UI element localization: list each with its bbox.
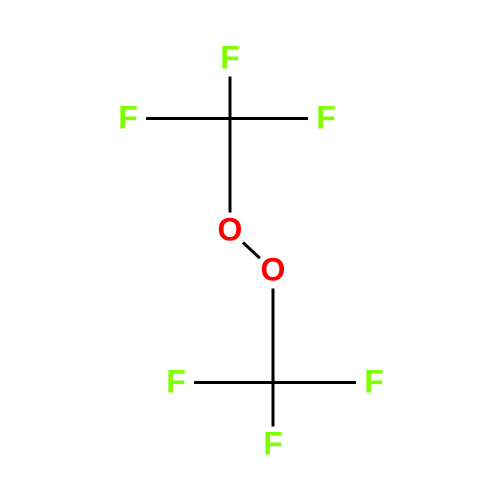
bond <box>272 288 275 382</box>
bond <box>229 76 232 118</box>
atom-f: F <box>316 100 336 137</box>
atom-f: F <box>263 426 283 463</box>
atom-f: F <box>118 100 138 137</box>
bond <box>146 117 230 120</box>
bond <box>242 241 261 259</box>
molecule-canvas: F F F OO F F F <box>0 0 500 500</box>
bond <box>229 118 232 212</box>
atom-f: F <box>220 40 240 77</box>
atom-o: O <box>218 212 243 249</box>
atom-f: F <box>364 364 384 401</box>
atom-o: O <box>261 252 286 289</box>
bond <box>194 381 273 384</box>
bond <box>273 381 356 384</box>
bond <box>272 382 275 426</box>
bond <box>230 117 308 120</box>
atom-f: F <box>166 364 186 401</box>
